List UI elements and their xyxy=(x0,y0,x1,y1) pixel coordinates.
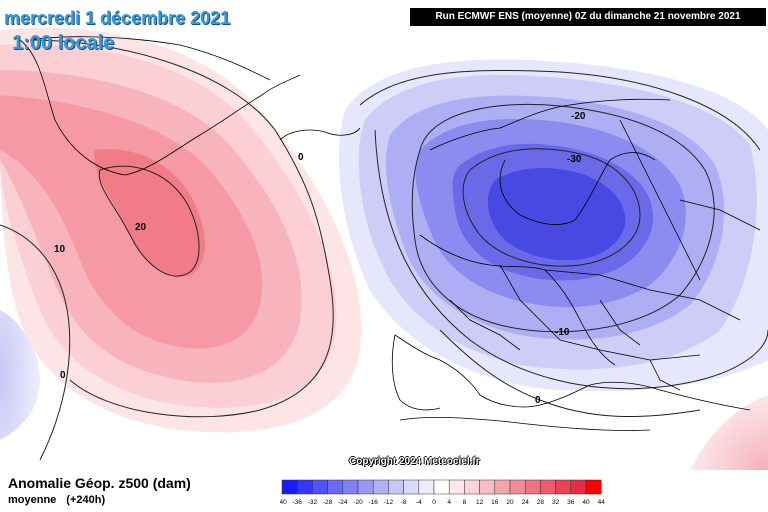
run-info: Run ECMWF ENS (moyenne) 0Z du dimanche 2… xyxy=(410,8,766,26)
legend-tick-label: -32 xyxy=(308,499,318,506)
legend-swatch xyxy=(433,479,450,495)
legend-swatch xyxy=(388,479,404,495)
legend-swatch xyxy=(540,479,556,495)
lead-time: (+240h) xyxy=(66,494,106,506)
legend-tick-label: 20 xyxy=(506,499,514,506)
legend-swatch xyxy=(357,479,374,495)
legend-tick-label: -4 xyxy=(416,499,422,506)
variable-subtitle: moyenne (+240h) xyxy=(8,494,105,506)
legend-tick-label: 12 xyxy=(476,499,484,506)
legend-swatch xyxy=(342,479,359,495)
legend-swatch xyxy=(509,479,526,495)
legend-swatch xyxy=(585,479,602,495)
legend-tick-label: -12 xyxy=(384,499,394,506)
legend-tick-label: -16 xyxy=(368,499,378,506)
copyright-text: Copyright 2024 Meteociel.fr xyxy=(349,456,480,467)
forecast-date: mercredi 1 décembre 2021 xyxy=(4,8,231,28)
legend-tick-label: -20 xyxy=(353,499,363,506)
legend-tick-label: 28 xyxy=(537,499,545,506)
legend-swatch xyxy=(464,479,480,495)
color-legend: -40-36-32-28-24-20-16-12-8-4048121620242… xyxy=(280,479,606,506)
anomaly-map: 0 20 10 0 -20 -30 -10 0 xyxy=(0,27,768,470)
legend-tick-label: -24 xyxy=(338,499,348,506)
contour-label: 0 xyxy=(298,152,304,163)
legend-swatch xyxy=(418,479,435,495)
legend-tick-label: 36 xyxy=(567,499,575,506)
legend-tick-label: -36 xyxy=(292,499,302,506)
contour-label: 0 xyxy=(535,395,541,406)
legend-swatch xyxy=(448,479,465,495)
legend-swatch xyxy=(312,479,328,495)
contour-labels: 0 20 10 0 -20 -30 -10 0 xyxy=(54,111,586,406)
legend-swatch xyxy=(494,479,511,495)
legend-swatch xyxy=(327,479,344,495)
contour-label: 20 xyxy=(135,222,147,233)
contour-lines xyxy=(0,39,768,461)
contour-label: 10 xyxy=(54,244,66,255)
legend-tick-label: 0 xyxy=(432,499,436,506)
legend-tick-label: 24 xyxy=(522,499,530,506)
legend-tick-label: -8 xyxy=(401,499,407,506)
legend-swatch xyxy=(524,479,541,495)
negative-anomaly-west xyxy=(0,310,40,440)
positive-anomaly-region xyxy=(0,27,362,433)
legend-tick-label: 32 xyxy=(552,499,560,506)
legend-swatch xyxy=(296,479,313,495)
legend-swatch xyxy=(479,479,496,495)
legend-tick-label: 4 xyxy=(447,499,451,506)
mean-label: moyenne xyxy=(8,494,57,506)
variable-title: Anomalie Géop. z500 (dam) xyxy=(8,475,191,491)
legend-tick-label: -40 xyxy=(280,499,287,506)
contour-label: 0 xyxy=(60,370,66,381)
legend-tick-label: 16 xyxy=(491,499,499,506)
legend-swatch xyxy=(281,479,298,495)
contour-label: -10 xyxy=(555,327,570,338)
legend-swatch xyxy=(555,479,572,495)
legend-tick-label: 44 xyxy=(598,499,606,506)
coastlines xyxy=(19,36,761,431)
legend-swatch xyxy=(372,479,389,495)
contour-label: -20 xyxy=(571,111,586,122)
legend-tick-label: -28 xyxy=(323,499,333,506)
contour-label: -30 xyxy=(567,154,582,165)
legend-tick-label: 40 xyxy=(582,499,590,506)
legend-swatch xyxy=(403,479,420,495)
legend-tick-label: 8 xyxy=(463,499,467,506)
positive-anomaly-southeast xyxy=(690,395,768,470)
legend-swatch xyxy=(570,479,587,495)
forecast-time: 1:00 locale xyxy=(12,32,115,54)
